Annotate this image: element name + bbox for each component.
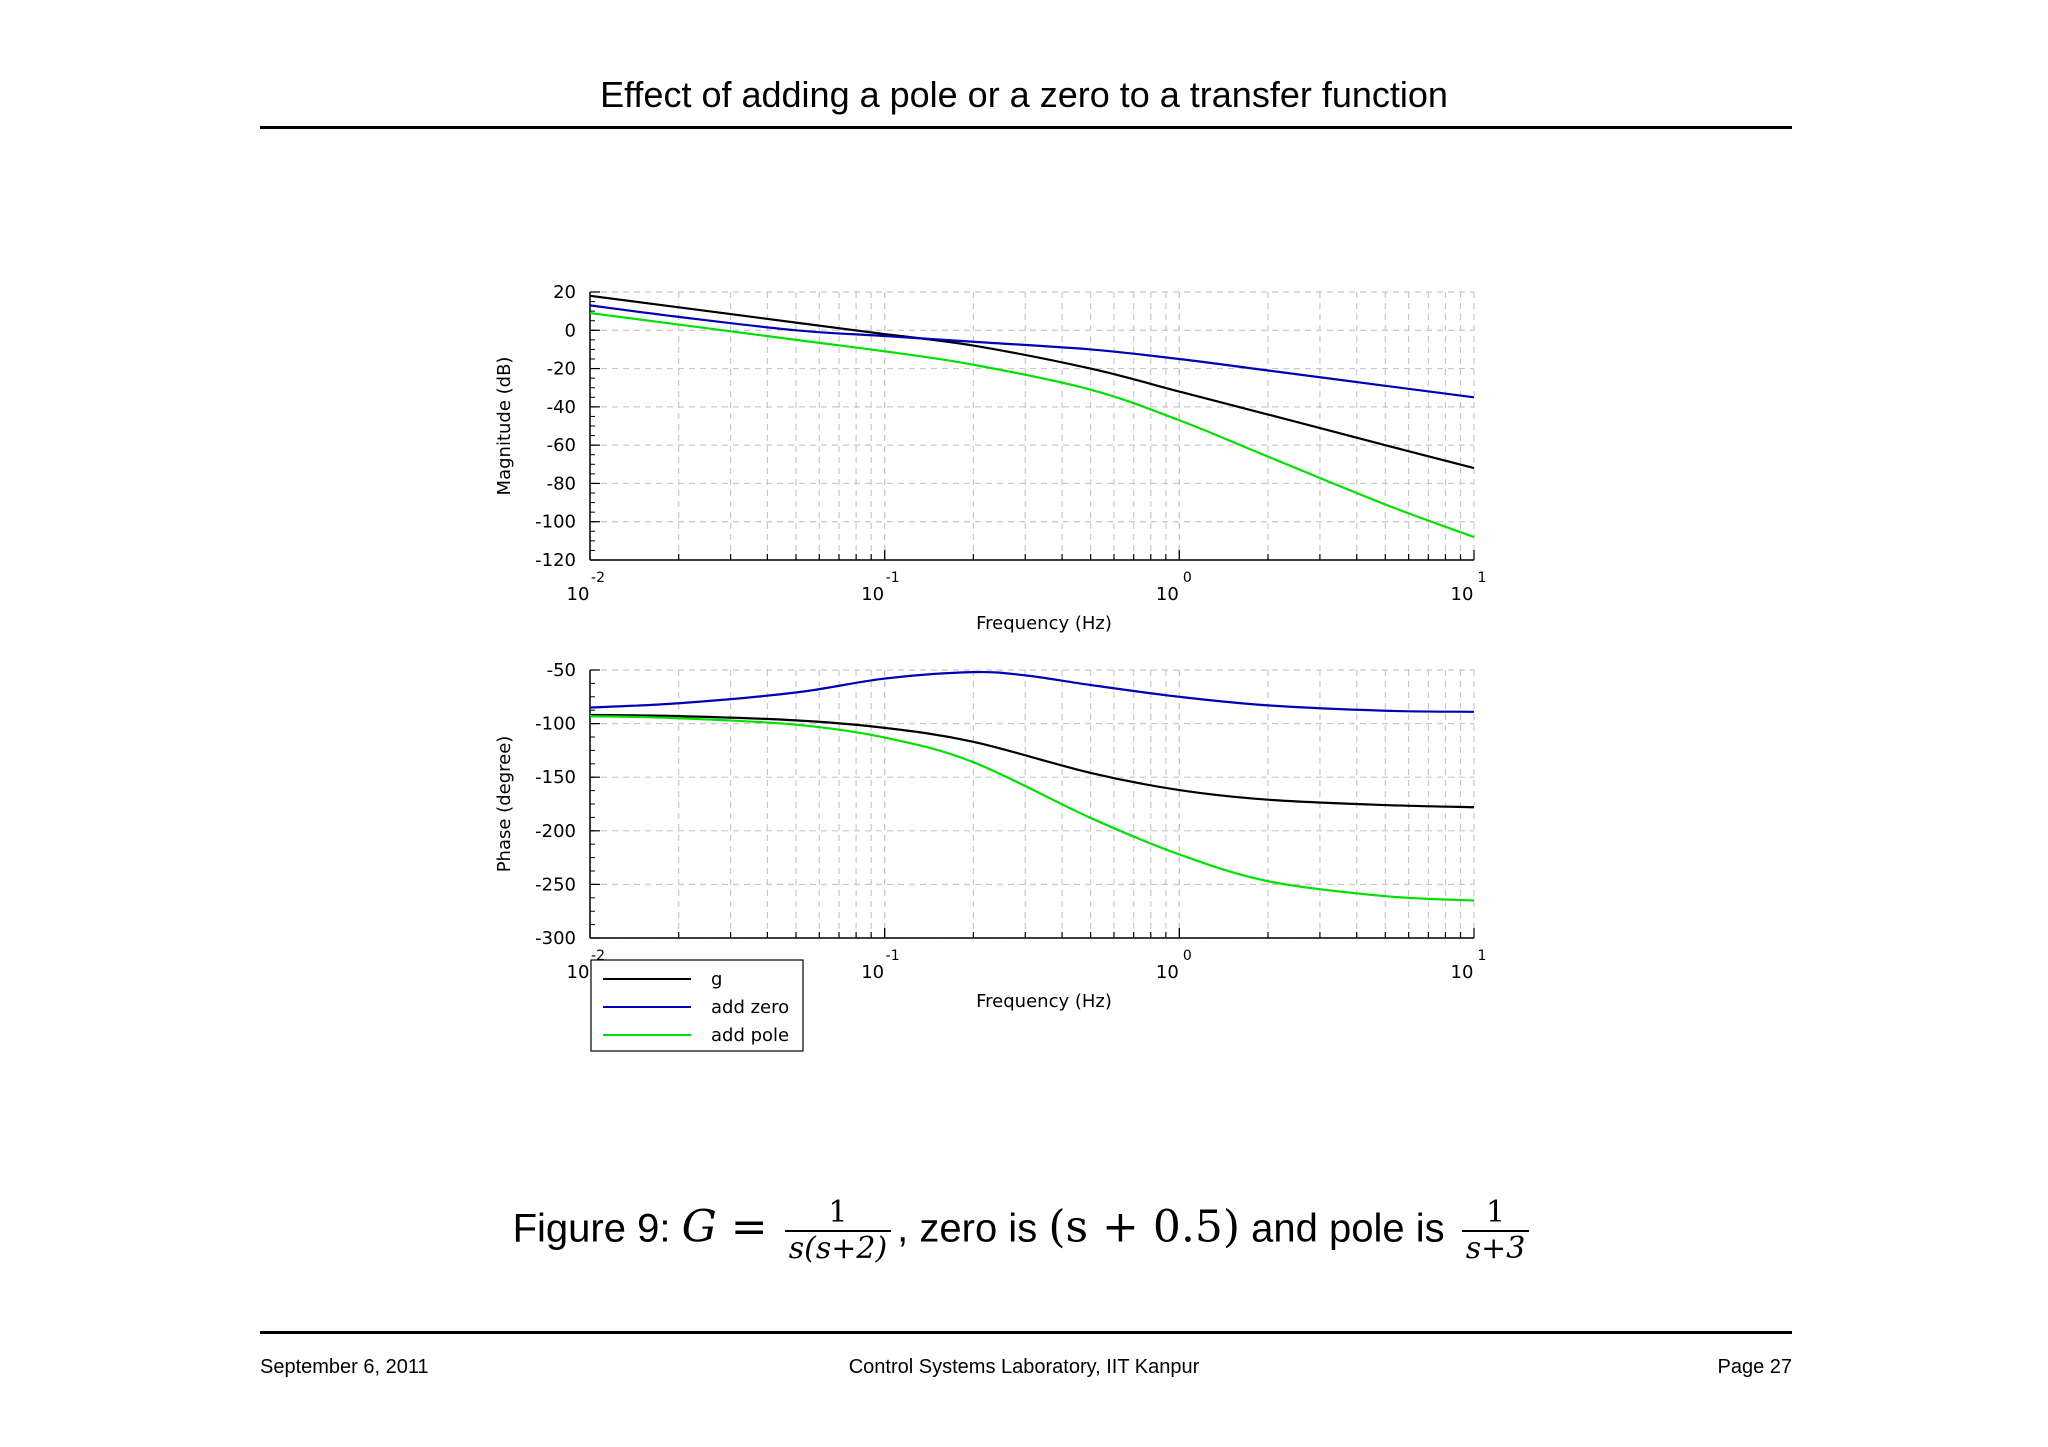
y-tick-label: -250 [535,874,576,895]
y-tick-label: -80 [547,473,576,494]
caption-pole-numerator: 1 [1461,1196,1530,1232]
series-line-add-zero [589,304,1475,399]
footer-rule [260,1331,1792,1334]
series-line-g [589,713,1475,809]
x-tick-exponent: 0 [1183,948,1192,964]
series-line-add-pole [589,311,1475,539]
x-axis-label: Frequency (Hz) [976,613,1112,634]
y-tick-label: -100 [535,512,576,533]
x-tick-label: 10 [1451,584,1474,605]
x-tick-label: 10 [567,962,590,983]
x-tick-label: 10 [861,962,884,983]
y-tick-label: -150 [535,767,576,788]
y-tick-label: -120 [535,550,576,571]
x-tick-exponent: 0 [1183,570,1192,586]
caption-g-denominator: s(s+2) [788,1231,888,1266]
legend: g add zero add pole [590,959,804,1052]
caption-mid: , zero is [897,1206,1049,1251]
y-tick-label: -60 [547,435,576,456]
y-tick-label: -300 [535,928,576,949]
y-tick-label: -40 [547,397,576,418]
footer-page: Page 27 [1717,1356,1792,1378]
caption-zero: (s + 0.5) [1048,1201,1241,1253]
figure-caption: Figure 9: G = 1 s(s+2), zero is (s + 0.5)… [0,1196,2048,1266]
legend-entry: add zero [711,997,789,1018]
x-tick-exponent: -1 [886,948,900,964]
x-tick-exponent: 1 [1478,570,1487,586]
series-line-add-zero [589,670,1475,713]
y-tick-label: -50 [547,660,576,681]
y-tick-label: -100 [535,714,576,735]
caption-and-pole: and pole is [1240,1206,1456,1251]
caption-pole-denominator: s+3 [1465,1231,1526,1266]
x-tick-exponent: -2 [591,570,605,586]
series-line-g [589,294,1475,470]
x-tick-label: 10 [1156,584,1179,605]
footer-center: Control Systems Laboratory, IIT Kanpur [848,1356,1200,1378]
x-tick-label: 10 [861,584,884,605]
y-tick-label: -200 [535,821,576,842]
series-line-add-pole [589,714,1475,902]
caption-g-lhs: G = [681,1201,768,1253]
footer-date: September 6, 2011 [260,1356,429,1378]
x-tick-label: 10 [567,584,590,605]
page-title: Effect of adding a pole or a zero to a t… [600,74,1448,115]
header-rule [260,126,1792,129]
legend-entry: g [711,969,722,990]
caption-pole-fraction: 1 s+3 [1461,1196,1530,1266]
y-tick-label: -20 [547,359,576,380]
x-tick-exponent: -1 [886,570,900,586]
magnitude-plot: 200-20-40-60-80-100-12010-210-1100101Fre… [494,282,1486,634]
x-tick-label: 10 [1451,962,1474,983]
y-tick-label: 0 [565,320,576,341]
x-tick-exponent: 1 [1478,948,1487,964]
y-axis-label: Phase (degree) [494,736,515,873]
phase-plot: -50-100-150-200-250-30010-210-1100101Fre… [494,660,1486,1012]
caption-prefix: Figure 9: [512,1206,682,1251]
caption-g-numerator: 1 [784,1196,892,1232]
legend-entry: add pole [711,1025,789,1046]
x-axis-label: Frequency (Hz) [976,991,1112,1012]
caption-g-fraction: 1 s(s+2) [784,1196,892,1266]
x-tick-label: 10 [1156,962,1179,983]
y-tick-label: 20 [553,282,576,303]
y-axis-label: Magnitude (dB) [494,357,515,496]
